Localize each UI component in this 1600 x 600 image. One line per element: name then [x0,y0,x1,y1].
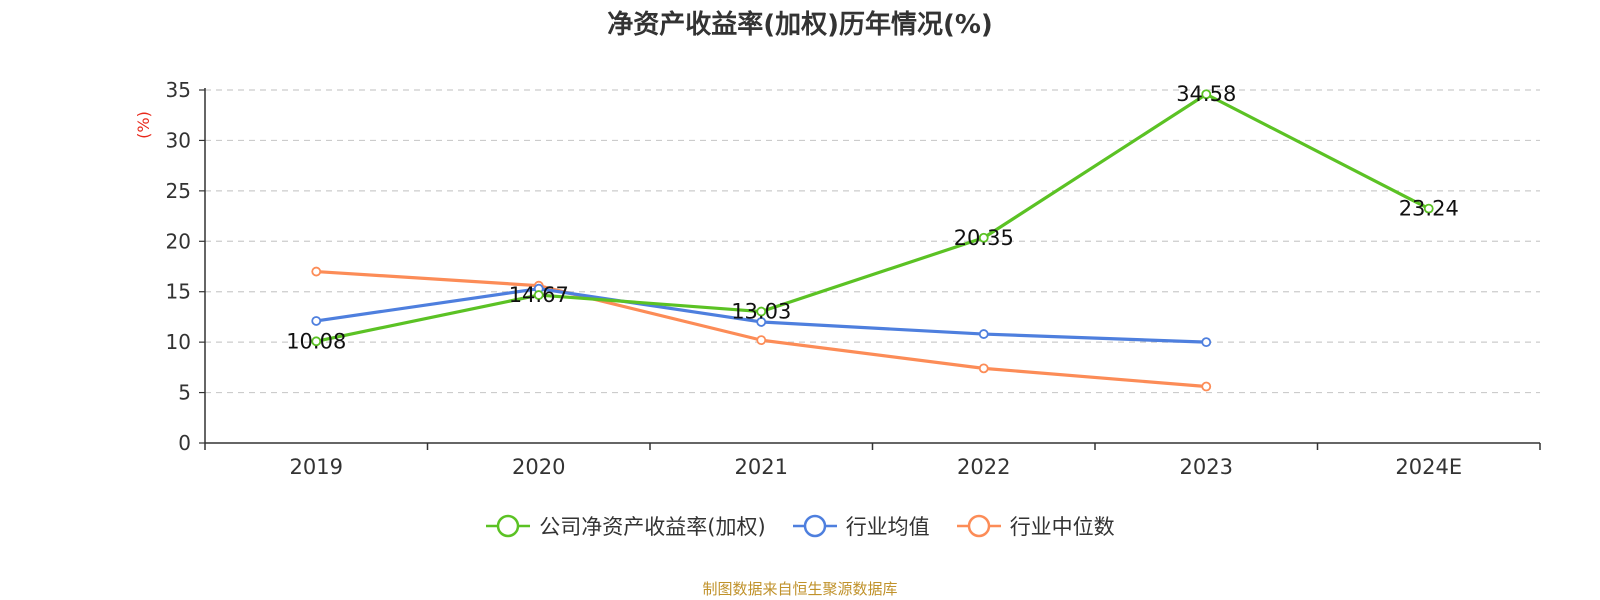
y-tick-label: 15 [166,280,191,304]
data-point [1201,337,1212,348]
data-point [978,329,989,339]
x-tick-label: 2024E [1395,455,1462,479]
x-tick-label: 2023 [1180,455,1233,479]
x-tick-label: 2019 [290,455,343,479]
data-label: 13.03 [731,300,791,324]
data-point [978,363,989,374]
data-point [1201,89,1212,100]
y-tick-label: 5 [178,381,191,405]
data-label: 23.24 [1399,197,1459,221]
series-line [316,269,1207,389]
data-label: 10.08 [286,329,346,353]
legend-label: 行业中位数 [1009,515,1115,539]
y-tick-label: 0 [178,431,191,455]
legend-item-industry-median[interactable]: 行业中位数 [956,511,1115,541]
legend-label: 公司净资产收益率(加权) [539,515,766,539]
legend-item-company-roe[interactable]: 公司净资产收益率(加权) [485,511,766,541]
data-point [533,290,544,300]
legend-line-circle-icon [956,514,1001,538]
data-point [756,306,767,317]
y-axis-label: (%) [134,111,153,139]
chart-legend: 公司净资产收益率(加权) 行业均值 行业中位数 [0,511,1600,541]
data-point [1423,203,1434,214]
data-label: 34.58 [1176,82,1236,106]
legend-line-circle-icon [792,514,837,538]
y-tick-label: 20 [166,229,191,253]
legend-line-circle-icon [486,514,531,538]
x-tick-label: 2021 [735,455,788,479]
data-point [311,316,322,326]
data-point [756,335,767,346]
data-point [756,317,767,327]
data-label: 20.35 [954,226,1014,250]
y-tick-label: 35 [166,78,191,102]
x-tick-label: 2022 [957,455,1010,479]
legend-label: 行业均值 [845,515,930,539]
y-tick-label: 30 [166,128,191,152]
y-tick-label: 10 [166,330,191,354]
data-point [311,266,322,277]
legend-item-industry-mean[interactable]: 行业均值 [792,511,930,541]
chart-title: 净资产收益率(加权)历年情况(%) [607,10,993,40]
data-label: 14.67 [509,283,569,307]
series-line [315,92,1430,343]
source-note: 制图数据来自恒生聚源数据库 [702,580,898,598]
x-tick-label: 2020 [512,455,565,479]
data-point [978,232,989,243]
y-tick-label: 25 [166,179,191,203]
data-point [311,336,322,347]
data-point [1201,381,1212,392]
